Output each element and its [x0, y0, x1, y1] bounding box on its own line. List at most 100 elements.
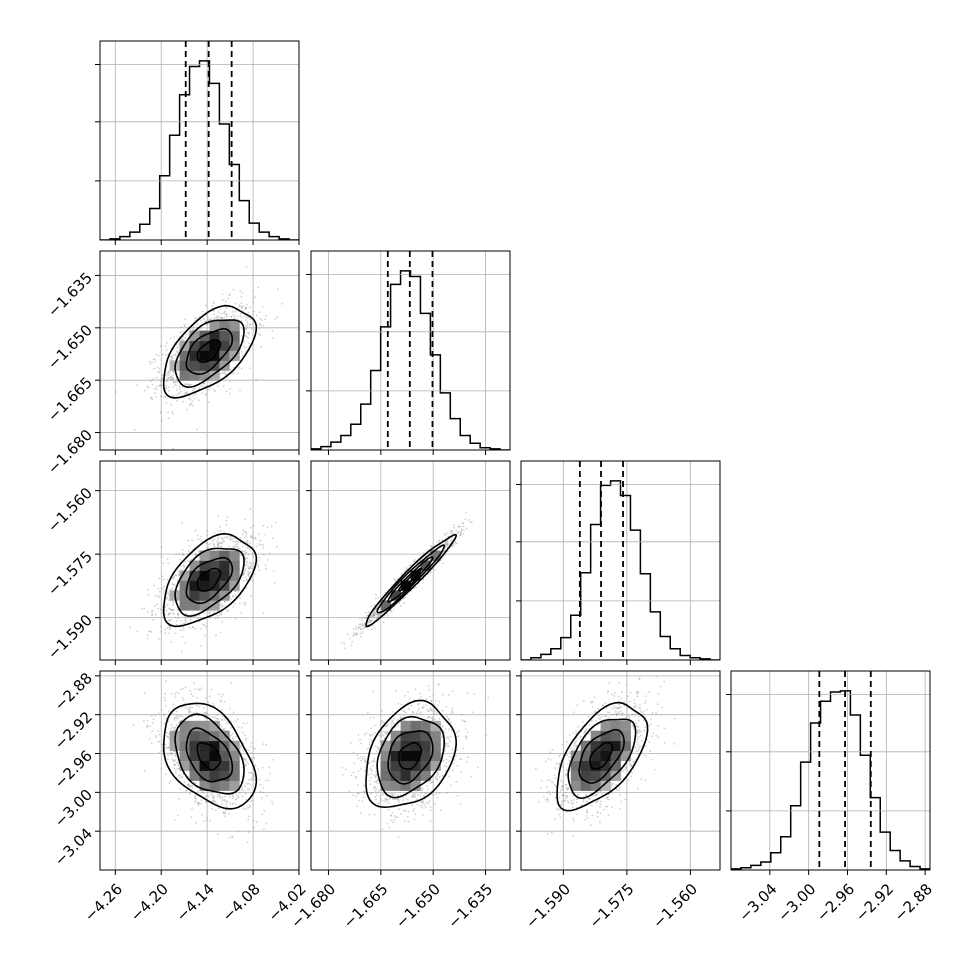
scatter-point	[161, 377, 164, 380]
scatter-point	[249, 571, 252, 574]
scatter-point	[421, 814, 424, 817]
contour-level-1	[185, 556, 234, 605]
scatter-point	[378, 734, 381, 737]
scatter-point	[175, 761, 178, 764]
scatter-point	[177, 764, 179, 767]
scatter-point	[248, 553, 251, 556]
scatter-point	[371, 690, 374, 693]
scatter-point	[384, 731, 386, 734]
scatter-point	[362, 790, 365, 793]
panel-frame	[99, 460, 300, 661]
scatter-point	[244, 558, 247, 560]
scatter-point	[204, 796, 207, 798]
scatter-point	[167, 389, 170, 392]
scatter-point	[129, 626, 132, 629]
scatter-point	[373, 760, 376, 763]
scatter-point	[158, 577, 161, 580]
scatter-point	[184, 642, 187, 644]
scatter-point	[375, 787, 377, 790]
scatter-point	[618, 707, 620, 710]
scatter-point	[220, 542, 223, 544]
scatter-point	[221, 293, 224, 296]
scatter-point	[637, 731, 640, 734]
scatter-point	[219, 723, 222, 726]
scatter-point	[374, 776, 377, 779]
scatter-point	[173, 764, 175, 767]
scatter-point	[460, 758, 463, 760]
scatter-point	[462, 522, 465, 524]
scatter-point	[230, 727, 232, 729]
scatter-point	[171, 410, 174, 413]
scatter-point	[443, 550, 445, 553]
scatter-point	[164, 743, 167, 746]
scatter-point	[421, 787, 423, 790]
scatter-point	[644, 754, 647, 757]
scatter-point	[350, 774, 353, 777]
density-cell	[209, 730, 220, 742]
scatter-point	[450, 530, 453, 532]
scatter-point	[357, 757, 360, 760]
scatter-point	[167, 747, 170, 749]
scatter-point	[352, 771, 355, 774]
scatter-point	[172, 395, 175, 398]
scatter-point	[221, 540, 224, 543]
density-cell	[430, 720, 441, 732]
scatter-point	[352, 751, 355, 754]
scatter-point	[599, 718, 601, 721]
scatter-point	[175, 384, 178, 387]
scatter-point	[253, 756, 256, 759]
scatter-point	[391, 798, 394, 800]
scatter-point	[175, 574, 178, 577]
density-cell	[380, 760, 392, 771]
scatter-point	[219, 529, 222, 532]
scatter-point	[236, 547, 239, 550]
density-cell	[390, 740, 401, 751]
scatter-point	[585, 800, 588, 803]
scatter-point	[438, 717, 441, 720]
scatter-point	[189, 690, 192, 692]
density-cell	[189, 370, 200, 381]
scatter-point	[181, 331, 184, 333]
scatter-point	[546, 798, 549, 801]
scatter-point	[242, 550, 244, 552]
density-cell	[189, 600, 200, 611]
scatter-point	[189, 403, 192, 406]
scatter-point	[639, 709, 642, 712]
scatter-point	[171, 612, 174, 615]
scatter-point	[257, 543, 260, 545]
contour-level-3	[162, 532, 258, 628]
density-cell	[570, 770, 582, 781]
panel-2-1	[306, 460, 511, 665]
scatter-point	[630, 763, 633, 766]
scatter-point	[177, 614, 180, 616]
scatter-point	[638, 745, 641, 748]
scatter-point	[262, 524, 265, 527]
scatter-point	[572, 817, 574, 820]
scatter-point	[380, 710, 383, 712]
scatter-point	[622, 770, 625, 773]
x-tick-label: −4.14	[173, 880, 218, 925]
scatter-point	[223, 311, 226, 314]
scatter-point	[252, 774, 255, 777]
scatter-point	[447, 742, 449, 745]
scatter-point	[350, 741, 352, 744]
density-cell	[189, 350, 200, 361]
scatter-point	[369, 618, 371, 621]
scatter-point	[617, 707, 619, 710]
scatter-point	[222, 728, 225, 731]
density-cell	[380, 600, 392, 611]
density-cell	[390, 730, 401, 742]
density-cell	[189, 580, 200, 591]
scatter-point	[162, 592, 165, 595]
density-cell	[600, 750, 611, 761]
scatter-point	[630, 714, 633, 716]
scatter-point	[223, 605, 225, 607]
scatter-point	[191, 715, 194, 718]
scatter-point	[237, 726, 240, 729]
x-tick-label: −1.635	[444, 880, 496, 932]
scatter-point	[632, 760, 635, 763]
scatter-point	[162, 396, 165, 398]
scatter-point	[179, 774, 181, 777]
scatter-point	[450, 540, 453, 543]
scatter-point	[161, 546, 163, 548]
